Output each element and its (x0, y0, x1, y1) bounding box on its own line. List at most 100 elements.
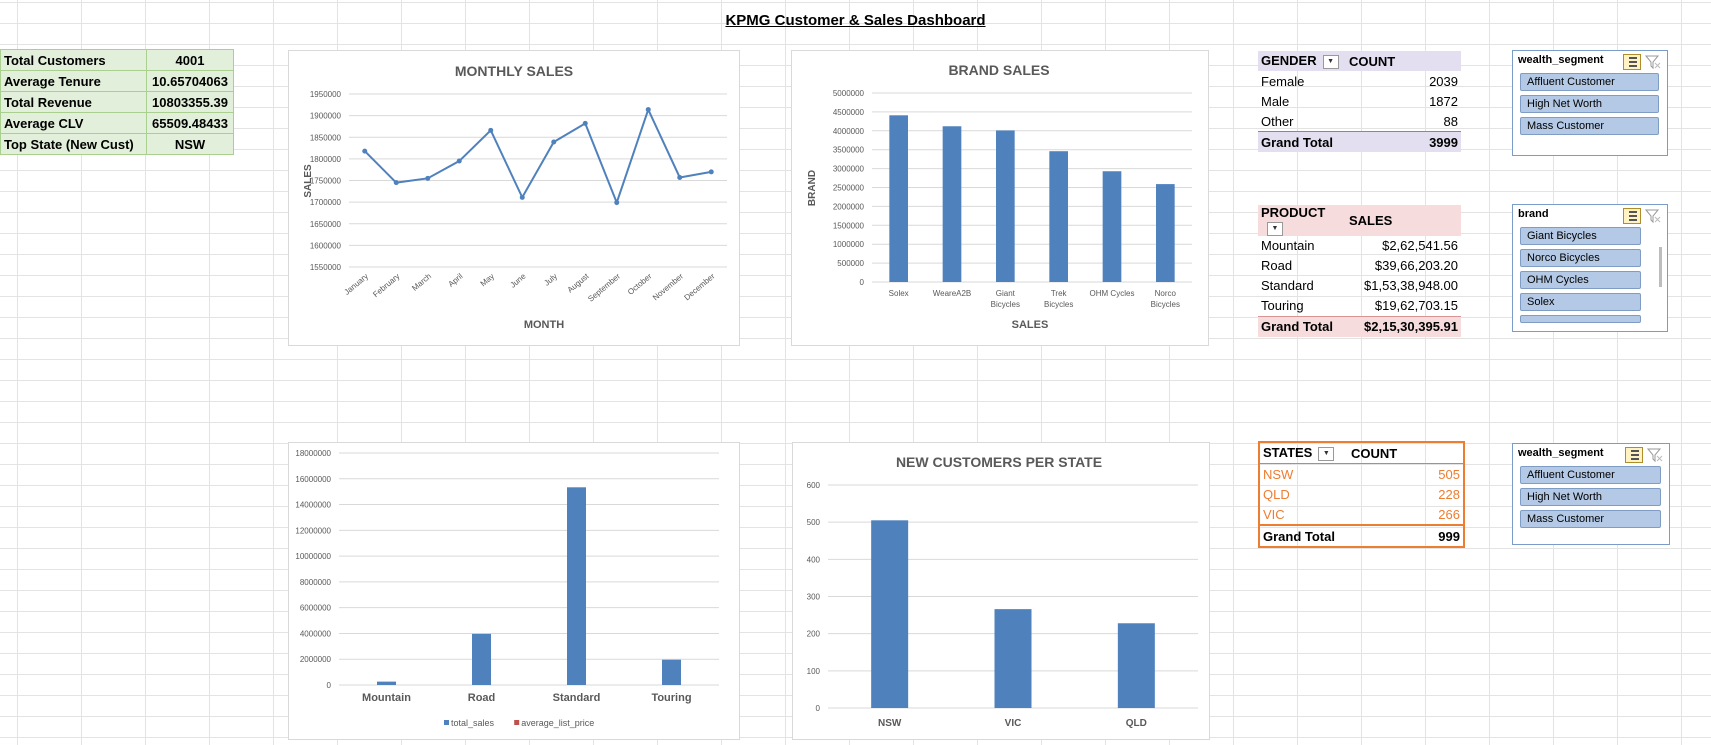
kpi-value[interactable]: 4001 (146, 49, 234, 71)
pivot-header-cell[interactable]: SALES (1346, 205, 1461, 236)
x-tick-label: November (651, 271, 685, 302)
pivot-header-row: GENDER ▼ COUNT (1258, 51, 1461, 71)
y-tick-label: 12000000 (295, 526, 331, 535)
pivot-cell[interactable]: Male (1261, 93, 1290, 109)
slicer-title: wealth_segment (1518, 54, 1604, 66)
product-pivot-table: PRODUCT▼ SALES Mountain $2,62,541.56 Road… (1258, 205, 1461, 337)
x-tick-label: February (371, 272, 401, 299)
pivot-header-cell[interactable]: PRODUCT▼ (1258, 205, 1346, 236)
chart-title: MONTHLY SALES (455, 63, 573, 79)
brand-slicer[interactable]: brand Giant Bicycles Norco Bicycles OHM … (1512, 204, 1668, 332)
filter-dropdown-icon[interactable]: ▼ (1322, 54, 1339, 69)
y-tick-label: 4000000 (300, 629, 332, 638)
y-tick-label: 0 (327, 681, 332, 690)
multi-select-icon[interactable] (1623, 54, 1641, 70)
x-tick-label: Mountain (362, 692, 411, 704)
multi-select-icon[interactable] (1623, 208, 1641, 224)
x-tick-label: Trek Bicycles (1044, 289, 1073, 309)
pivot-cell[interactable]: NSW (1263, 466, 1294, 482)
slicer-item[interactable]: High Net Worth (1520, 488, 1661, 506)
kpi-row: Average Tenure 10.65704063 (0, 70, 234, 92)
slicer-item[interactable]: High Net Worth (1520, 95, 1659, 113)
series-line (364, 106, 712, 206)
wealth-segment-slicer-2[interactable]: wealth_segment Affluent Customer High Ne… (1512, 443, 1670, 545)
x-tick-label: Touring (651, 692, 691, 704)
pivot-cell[interactable]: 88 (1443, 113, 1458, 129)
clear-filter-icon[interactable] (1645, 54, 1661, 70)
slicer-scrollbar[interactable] (1659, 247, 1662, 287)
pivot-cell[interactable]: 1872 (1429, 93, 1458, 109)
pivot-header-cell[interactable]: COUNT (1348, 442, 1464, 464)
slicer-item[interactable]: Affluent Customer (1520, 73, 1659, 91)
kpi-value[interactable]: NSW (146, 133, 234, 155)
x-tick-label: QLD (1126, 718, 1147, 729)
pivot-header-cell[interactable]: GENDER ▼ (1258, 51, 1346, 71)
pivot-cell[interactable]: Grand Total (1258, 315, 1346, 337)
slicer-item[interactable]: Mass Customer (1520, 117, 1659, 135)
pivot-header-cell[interactable]: STATES ▼ (1259, 442, 1348, 464)
pivot-cell[interactable]: VIC (1263, 506, 1285, 522)
y-tick-label: 0 (816, 704, 821, 713)
bar (662, 659, 681, 685)
brand-sales-chart[interactable]: BRAND SALES 5000000 4500000 4000000 3500000 3… (791, 50, 1209, 346)
pivot-cell[interactable]: 505 (1438, 466, 1460, 482)
pivot-cell[interactable]: $2,62,541.56 (1382, 238, 1458, 254)
slicer-item[interactable]: Mass Customer (1520, 510, 1661, 528)
pivot-cell[interactable]: $1,53,38,948.00 (1364, 278, 1458, 294)
kpi-value[interactable]: 65509.48433 (146, 112, 234, 134)
y-axis-title: BRAND (807, 170, 818, 206)
pivot-cell[interactable]: 3999 (1346, 131, 1461, 152)
slicer-item[interactable]: OHM Cycles (1520, 271, 1641, 289)
pivot-cell[interactable]: Standard (1261, 278, 1314, 294)
pivot-cell[interactable]: $19,62,703.15 (1374, 298, 1458, 314)
pivot-cell[interactable]: $39,66,203.20 (1374, 258, 1458, 274)
kpi-value[interactable]: 10.65704063 (146, 70, 234, 92)
wealth-segment-slicer[interactable]: wealth_segment Affluent Customer High Ne… (1512, 50, 1668, 156)
slicer-item[interactable]: Solex (1520, 293, 1641, 311)
slicer-item[interactable]: Giant Bicycles (1520, 227, 1641, 245)
kpi-label[interactable]: Average CLV (0, 112, 147, 134)
kpi-label[interactable]: Total Customers (0, 49, 147, 71)
pivot-cell[interactable]: Touring (1261, 298, 1304, 314)
pivot-cell[interactable]: 2039 (1429, 73, 1458, 89)
slicer-item[interactable]: Affluent Customer (1520, 466, 1661, 484)
product-sales-chart[interactable]: 18000000 16000000 14000000 12000000 10000000… (288, 442, 740, 740)
y-tick-label: 3000000 (833, 165, 865, 174)
pivot-header-cell[interactable]: COUNT (1346, 51, 1461, 71)
kpi-label[interactable]: Top State (New Cust) (0, 133, 147, 155)
pivot-cell[interactable]: 228 (1438, 486, 1460, 502)
pivot-cell[interactable]: Road (1261, 258, 1293, 274)
kpi-value[interactable]: 10803355.39 (146, 91, 234, 113)
x-axis-title: MONTH (524, 319, 564, 331)
pivot-cell[interactable]: QLD (1263, 486, 1290, 502)
slicer-item-partial[interactable] (1520, 315, 1641, 323)
pivot-cell[interactable]: Female (1261, 73, 1305, 89)
filter-dropdown-icon[interactable]: ▼ (1267, 221, 1283, 236)
legend-label: total_sales (451, 718, 495, 728)
multi-select-icon[interactable] (1625, 447, 1643, 463)
y-tick-label: 2500000 (833, 184, 865, 193)
bar (1049, 151, 1068, 282)
x-axis-title: SALES (1012, 319, 1049, 331)
new-customers-per-state-chart[interactable]: NEW CUSTOMERS PER STATE 600 500 400 300 200 10… (792, 442, 1210, 740)
y-tick-label: 4000000 (833, 127, 865, 136)
pivot-row: VIC 266 (1259, 504, 1464, 525)
pivot-cell[interactable]: Mountain (1261, 238, 1315, 254)
pivot-cell[interactable]: 999 (1348, 524, 1464, 547)
monthly-sales-chart[interactable]: MONTHLY SALES 1950000 1900000 1850000 180000… (288, 50, 740, 346)
y-tick-label: 600 (807, 481, 821, 490)
chart-title: NEW CUSTOMERS PER STATE (896, 454, 1102, 470)
kpi-label[interactable]: Total Revenue (0, 91, 147, 113)
slicer-item[interactable]: Norco Bicycles (1520, 249, 1641, 267)
y-tick-label: 2000000 (833, 202, 865, 211)
pivot-cell[interactable]: Other (1261, 113, 1294, 129)
clear-filter-icon[interactable] (1645, 208, 1661, 224)
kpi-label[interactable]: Average Tenure (0, 70, 147, 92)
pivot-cell[interactable]: Grand Total (1259, 524, 1348, 547)
clear-filter-icon[interactable] (1647, 447, 1663, 463)
pivot-cell[interactable]: 266 (1438, 506, 1460, 522)
pivot-cell[interactable]: Grand Total (1258, 131, 1346, 152)
y-tick-label: 1800000 (310, 155, 342, 164)
pivot-cell[interactable]: $2,15,30,395.91 (1346, 315, 1461, 337)
filter-dropdown-icon[interactable]: ▼ (1318, 446, 1335, 461)
